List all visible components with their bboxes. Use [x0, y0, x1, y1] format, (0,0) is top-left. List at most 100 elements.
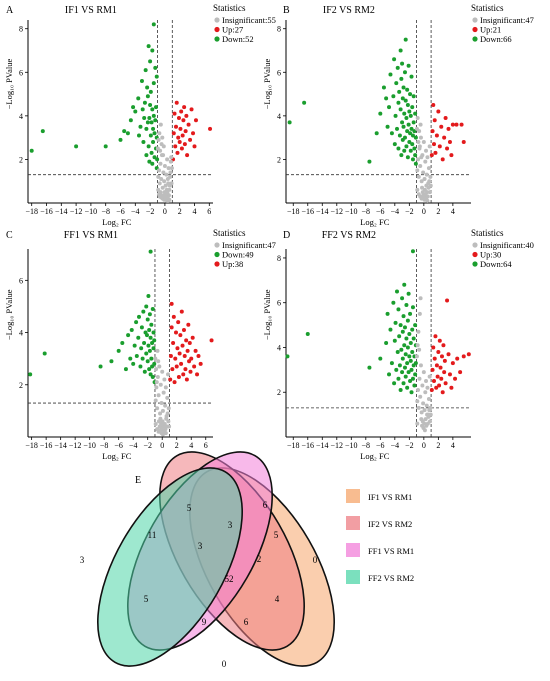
y-axis-label: −Log₁₀ PValue	[262, 289, 272, 340]
up-point	[178, 126, 183, 131]
insignificant-point	[419, 179, 424, 184]
up-point	[430, 129, 435, 134]
down-point	[402, 282, 407, 287]
insignificant-point	[163, 385, 168, 390]
down-point	[149, 356, 154, 361]
down-point	[406, 370, 411, 375]
down-point	[145, 120, 150, 125]
venn-region-value: 6	[244, 617, 249, 627]
venn-region-value: 9	[202, 617, 207, 627]
x-tick-label: −14	[316, 207, 329, 216]
insignificant-point	[415, 399, 420, 404]
up-point	[174, 124, 178, 129]
x-tick-label: 2	[178, 207, 182, 216]
up-point	[182, 105, 187, 110]
insignificant-point	[428, 183, 433, 188]
down-point	[152, 338, 157, 343]
up-point	[179, 309, 184, 314]
down-point	[367, 159, 372, 164]
y-tick-label: 2	[277, 155, 281, 164]
legend-down-marker	[472, 261, 478, 267]
up-point	[449, 153, 454, 158]
x-tick-label: 0	[163, 207, 167, 216]
down-point	[404, 302, 409, 307]
down-point	[402, 111, 407, 116]
insignificant-point	[166, 406, 171, 411]
down-point	[389, 131, 394, 136]
down-point	[413, 361, 418, 366]
insignificant-point	[156, 393, 161, 398]
down-point	[385, 311, 390, 316]
insignificant-point	[153, 398, 158, 403]
venn-legend-swatch	[346, 489, 360, 503]
insignificant-point	[168, 174, 173, 179]
insignificant-point	[169, 166, 174, 171]
up-point	[430, 367, 435, 372]
insignificant-point	[426, 166, 431, 171]
panel-label: C	[6, 230, 13, 241]
insignificant-point	[417, 311, 422, 316]
down-point	[410, 327, 415, 332]
down-point	[395, 289, 399, 294]
insignificant-point	[167, 197, 172, 202]
legend-entry: Up:21	[480, 25, 501, 35]
down-point	[120, 341, 125, 345]
chart-title: IF1 VS RM1	[65, 5, 117, 16]
down-point	[410, 376, 415, 381]
down-point	[151, 346, 156, 351]
down-point	[151, 140, 156, 144]
down-point	[147, 367, 152, 372]
down-point	[148, 59, 153, 64]
down-point	[408, 311, 413, 316]
up-point	[181, 118, 186, 123]
insignificant-point	[156, 359, 161, 364]
insignificant-point	[416, 157, 421, 162]
down-point	[151, 81, 156, 86]
up-point	[193, 348, 198, 353]
insignificant-point	[164, 172, 169, 177]
down-point	[137, 314, 141, 319]
down-point	[116, 348, 121, 353]
down-point	[405, 102, 410, 107]
down-point	[393, 113, 398, 118]
up-point	[447, 372, 452, 377]
x-tick-label: −10	[345, 207, 358, 216]
x-tick-label: −4	[391, 441, 400, 450]
insignificant-point	[421, 401, 426, 406]
x-tick-label: −8	[100, 441, 109, 450]
insignificant-point	[418, 296, 423, 301]
insignificant-point	[418, 394, 423, 399]
legend-entry: Up:30	[480, 250, 501, 260]
insignificant-point	[165, 395, 170, 400]
x-tick-label: −2	[405, 207, 414, 216]
down-point	[408, 379, 413, 384]
insignificant-point	[427, 408, 432, 413]
down-point	[392, 142, 397, 147]
down-point	[405, 385, 410, 390]
up-point	[178, 333, 183, 338]
up-point	[436, 349, 441, 354]
up-point	[191, 131, 196, 136]
up-point	[175, 150, 180, 155]
insignificant-point	[157, 364, 162, 369]
down-point	[103, 144, 108, 149]
up-point	[195, 372, 200, 377]
y-tick-label: 4	[19, 112, 23, 121]
up-point	[188, 137, 193, 142]
down-point	[398, 388, 403, 392]
up-point	[186, 122, 191, 127]
up-point	[455, 356, 460, 361]
x-tick-label: 2	[436, 207, 440, 216]
down-point	[412, 383, 417, 388]
down-point	[147, 312, 152, 317]
down-point	[404, 144, 409, 149]
down-point	[150, 161, 155, 166]
up-point	[174, 100, 179, 105]
down-point	[410, 349, 415, 354]
x-tick-label: 4	[189, 441, 193, 450]
up-point	[190, 335, 195, 340]
y-tick-label: 8	[277, 25, 281, 34]
insignificant-point	[421, 170, 426, 175]
up-point	[453, 376, 458, 381]
down-point	[142, 116, 147, 121]
